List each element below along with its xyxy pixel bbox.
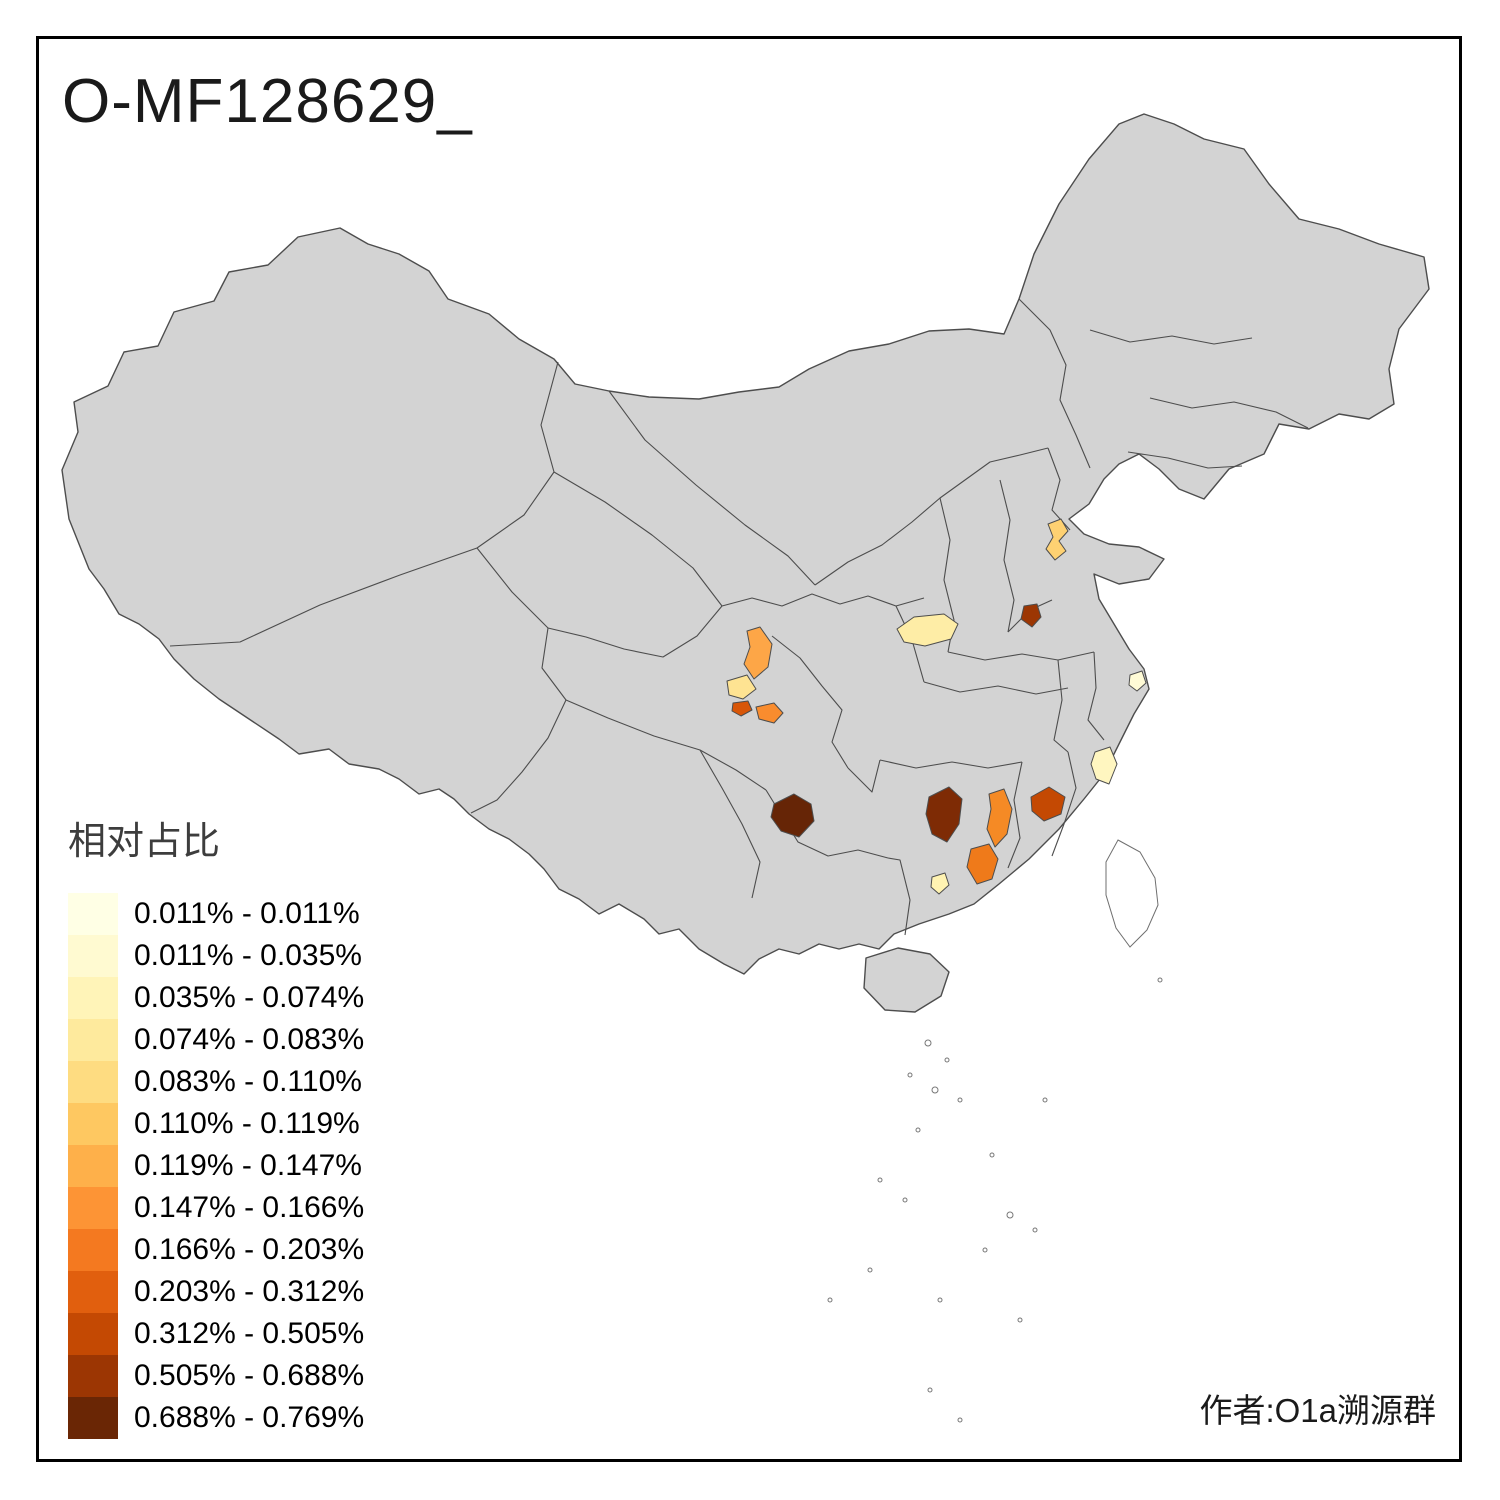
region-sichuan-small-red	[732, 701, 752, 716]
legend-label: 0.035% - 0.074%	[134, 981, 365, 1014]
region-sichuan-east	[756, 703, 783, 723]
legend-swatch	[68, 1187, 118, 1229]
region-guangdong-pale	[931, 873, 949, 894]
legend-swatch	[68, 1313, 118, 1355]
legend: 相对占比 0.011% - 0.011% 0.011% - 0.035% 0.0…	[68, 810, 364, 1439]
region-fujian-coast	[1091, 747, 1117, 784]
legend-label: 0.074% - 0.083%	[134, 1023, 365, 1056]
south-china-sea-islands	[827, 977, 1163, 1423]
legend-label: 0.147% - 0.166%	[134, 1191, 365, 1224]
legend-item: 0.110% - 0.119%	[68, 1103, 364, 1145]
region-sichuan-mid	[727, 675, 756, 699]
legend-swatch	[68, 1019, 118, 1061]
legend-label: 0.011% - 0.035%	[134, 939, 362, 972]
legend-swatch	[68, 935, 118, 977]
region-henan-dark	[1021, 604, 1041, 627]
legend-title: 相对占比	[68, 821, 221, 863]
region-shanghai-area	[1129, 671, 1146, 691]
legend-item: 0.166% - 0.203%	[68, 1229, 364, 1271]
province-borders	[170, 299, 1308, 935]
legend-swatch	[68, 893, 118, 935]
legend-swatch	[68, 1061, 118, 1103]
china-mainland	[62, 114, 1429, 974]
legend-item: 0.688% - 0.769%	[68, 1397, 364, 1439]
highlighted-regions	[727, 519, 1146, 894]
legend-label: 0.166% - 0.203%	[134, 1233, 365, 1266]
legend-item: 0.035% - 0.074%	[68, 977, 364, 1019]
legend-item: 0.011% - 0.035%	[68, 935, 364, 977]
hainan-island	[864, 948, 949, 1012]
legend-label: 0.688% - 0.769%	[134, 1401, 365, 1434]
legend-item: 0.011% - 0.011%	[68, 893, 364, 935]
legend-swatch	[68, 1271, 118, 1313]
legend-label: 0.203% - 0.312%	[134, 1275, 365, 1308]
region-hunan-dark	[926, 787, 962, 842]
legend-item: 0.147% - 0.166%	[68, 1187, 364, 1229]
taiwan-island	[1106, 840, 1158, 947]
legend-rows: 0.011% - 0.011% 0.011% - 0.035% 0.035% -…	[68, 893, 364, 1439]
region-guizhou-darkest	[771, 794, 814, 837]
region-shaanxi-south	[897, 614, 958, 646]
legend-swatch	[68, 1103, 118, 1145]
page-title: O-MF128629_	[62, 67, 473, 136]
legend-item: 0.505% - 0.688%	[68, 1355, 364, 1397]
legend-swatch	[68, 1397, 118, 1439]
legend-item: 0.119% - 0.147%	[68, 1145, 364, 1187]
legend-swatch	[68, 1355, 118, 1397]
legend-swatch	[68, 1229, 118, 1271]
legend-label: 0.312% - 0.505%	[134, 1317, 365, 1350]
legend-label: 0.083% - 0.110%	[134, 1065, 362, 1098]
author-credit: 作者:O1a溯源群	[1199, 1392, 1436, 1429]
legend-item: 0.203% - 0.312%	[68, 1271, 364, 1313]
legend-item: 0.074% - 0.083%	[68, 1019, 364, 1061]
legend-swatch	[68, 977, 118, 1019]
region-jiangxi-east	[1031, 787, 1065, 821]
region-jiangxi-west	[987, 789, 1012, 847]
legend-label: 0.505% - 0.688%	[134, 1359, 365, 1392]
legend-item: 0.083% - 0.110%	[68, 1061, 364, 1103]
region-shandong-west	[1046, 519, 1068, 560]
legend-swatch	[68, 1145, 118, 1187]
legend-item: 0.312% - 0.505%	[68, 1313, 364, 1355]
region-guangdong-north	[967, 844, 998, 884]
legend-label: 0.119% - 0.147%	[134, 1149, 362, 1182]
legend-label: 0.011% - 0.011%	[134, 897, 360, 930]
legend-label: 0.110% - 0.119%	[134, 1107, 360, 1140]
region-sichuan-north	[744, 627, 772, 679]
